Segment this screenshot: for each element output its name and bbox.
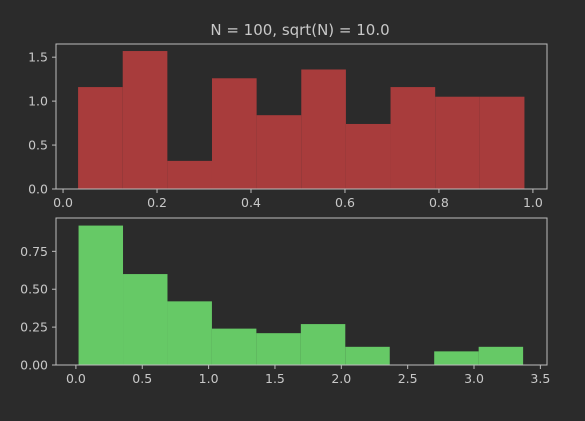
bottom-x-tick-label-6: 3.0 bbox=[464, 371, 484, 386]
bottom-histogram-bar-8 bbox=[434, 351, 479, 365]
bottom-histogram-bar-6 bbox=[345, 346, 390, 365]
top-histogram-bar-8 bbox=[435, 96, 480, 189]
top-plot-frame bbox=[55, 43, 548, 190]
top-histogram: 0.0 0.2 0.4 0.6 0.8 1.0 0.0 0.5 1.0 1.5 bbox=[28, 43, 548, 210]
bottom-histogram-bar-1 bbox=[123, 274, 168, 365]
bottom-histogram-bar-5 bbox=[300, 324, 346, 365]
bottom-x-tick-label-7: 3.5 bbox=[530, 371, 550, 386]
bottom-x-tick-label-2: 1.0 bbox=[199, 371, 219, 386]
top-y-tick-label-0: 0.0 bbox=[28, 182, 48, 197]
top-histogram-bar-2 bbox=[167, 160, 212, 189]
top-x-tick-label-0: 0.0 bbox=[53, 195, 73, 210]
bottom-x-tick-label-5: 2.5 bbox=[398, 371, 418, 386]
top-y-tick-label-3: 1.5 bbox=[28, 50, 48, 65]
top-x-tick-label-5: 1.0 bbox=[523, 195, 543, 210]
chart-title: N = 100, sqrt(N) = 10.0 bbox=[210, 21, 389, 39]
top-x-tick-label-4: 0.8 bbox=[429, 195, 449, 210]
bottom-histogram-bar-2 bbox=[167, 301, 212, 365]
top-y-tick-label-2: 1.0 bbox=[28, 94, 48, 109]
top-x-tick-label-1: 0.2 bbox=[147, 195, 167, 210]
bottom-y-tick-label-3: 0.75 bbox=[20, 244, 48, 259]
bottom-y-tick-label-2: 0.50 bbox=[20, 282, 48, 297]
bottom-x-tick-label-1: 0.5 bbox=[132, 371, 152, 386]
bottom-histogram-bar-0 bbox=[78, 225, 124, 365]
top-histogram-bar-3 bbox=[211, 78, 257, 189]
bottom-x-tick-label-4: 2.0 bbox=[331, 371, 351, 386]
bottom-y-tick-label-1: 0.25 bbox=[20, 320, 48, 335]
bottom-histogram-bar-4 bbox=[256, 333, 301, 365]
bottom-x-tick-label-0: 0.0 bbox=[66, 371, 86, 386]
top-histogram-bar-1 bbox=[122, 51, 168, 189]
top-histogram-bar-5 bbox=[301, 69, 346, 189]
top-y-tick-label-1: 0.5 bbox=[28, 138, 48, 153]
top-histogram-bar-6 bbox=[345, 123, 391, 189]
bottom-histogram-bar-3 bbox=[211, 328, 257, 365]
bottom-x-tick-label-3: 1.5 bbox=[265, 371, 285, 386]
top-x-tick-label-2: 0.4 bbox=[241, 195, 261, 210]
bottom-histogram-bar-9 bbox=[478, 346, 524, 365]
top-histogram-bar-0 bbox=[78, 87, 123, 189]
bottom-y-tick-label-0: 0.00 bbox=[20, 358, 48, 373]
bottom-plot-frame bbox=[55, 217, 548, 366]
bottom-histogram: 0.0 0.5 1.0 1.5 2.0 2.5 3.0 3.5 0.00 0.25 0.50 0.75 bbox=[20, 217, 550, 386]
top-histogram-bar-9 bbox=[479, 96, 525, 189]
top-histogram-bar-7 bbox=[390, 87, 436, 189]
top-histogram-bar-4 bbox=[256, 115, 302, 189]
top-x-tick-label-3: 0.6 bbox=[335, 195, 355, 210]
